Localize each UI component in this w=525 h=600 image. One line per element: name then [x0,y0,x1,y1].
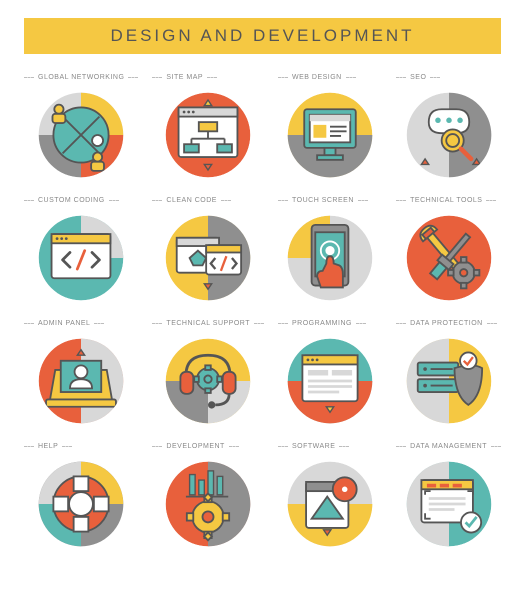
label: TECHNICAL SUPPORT [166,320,250,327]
cell-software: SOFTWARE [278,443,382,550]
label: ADMIN PANEL [38,320,90,327]
label: SITE MAP [166,74,203,81]
data-protection-icon [403,335,495,427]
clean-code-icon [162,212,254,304]
cell-technical-support: TECHNICAL SUPPORT [152,320,264,427]
page-title: DESIGN AND DEVELOPMENT [24,18,501,54]
custom-coding-icon [35,212,127,304]
help-icon [35,458,127,550]
seo-icon [403,89,495,181]
label: HELP [38,443,58,450]
technical-support-icon [162,335,254,427]
cell-data-protection: DATA PROTECTION [396,320,501,427]
label: TOUCH SCREEN [292,197,354,204]
label: GLOBAL NETWORKING [38,74,124,81]
web-design-icon [284,89,376,181]
cell-global-networking: GLOBAL NETWORKING [24,74,138,181]
label: WEB DESIGN [292,74,342,81]
label: TECHNICAL TOOLS [410,197,482,204]
technical-tools-icon [403,212,495,304]
label: SEO [410,74,426,81]
label: CUSTOM CODING [38,197,105,204]
cell-help: HELP [24,443,138,550]
global-networking-icon [35,89,127,181]
cell-seo: SEO [396,74,501,181]
label: PROGRAMMING [292,320,352,327]
cell-site-map: SITE MAP [152,74,264,181]
cell-development: DEVELOPMENT [152,443,264,550]
cell-custom-coding: CUSTOM CODING [24,197,138,304]
cell-technical-tools: TECHNICAL TOOLS [396,197,501,304]
cell-data-management: DATA MANAGEMENT [396,443,501,550]
admin-panel-icon [35,335,127,427]
cell-web-design: WEB DESIGN [278,74,382,181]
label: DATA MANAGEMENT [410,443,487,450]
data-management-icon [403,458,495,550]
label: DEVELOPMENT [166,443,224,450]
site-map-icon [162,89,254,181]
development-icon [162,458,254,550]
software-icon [284,458,376,550]
programming-icon [284,335,376,427]
label: SOFTWARE [292,443,335,450]
touch-screen-icon [284,212,376,304]
cell-touch-screen: TOUCH SCREEN [278,197,382,304]
cell-admin-panel: ADMIN PANEL [24,320,138,427]
cell-clean-code: CLEAN CODE [152,197,264,304]
label: CLEAN CODE [166,197,217,204]
label: DATA PROTECTION [410,320,483,327]
icon-grid: GLOBAL NETWORKING SITE MAP [24,74,501,550]
cell-programming: PROGRAMMING [278,320,382,427]
